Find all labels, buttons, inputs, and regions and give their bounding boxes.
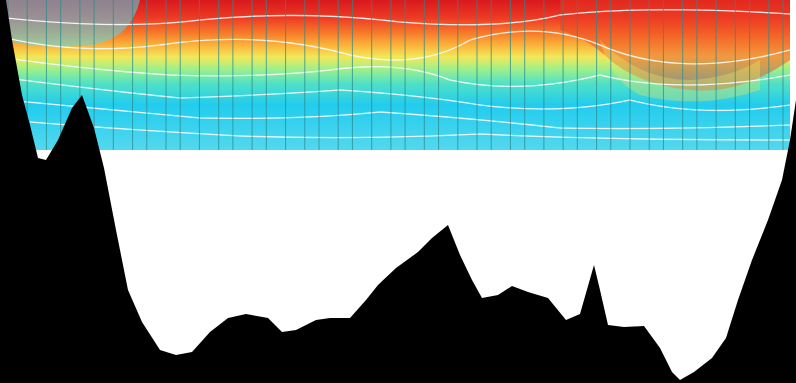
- warm-core: [560, 0, 790, 91]
- contour-lines: [6, 9, 790, 141]
- temperature-field: [6, 0, 790, 150]
- warm-band: [600, 40, 760, 102]
